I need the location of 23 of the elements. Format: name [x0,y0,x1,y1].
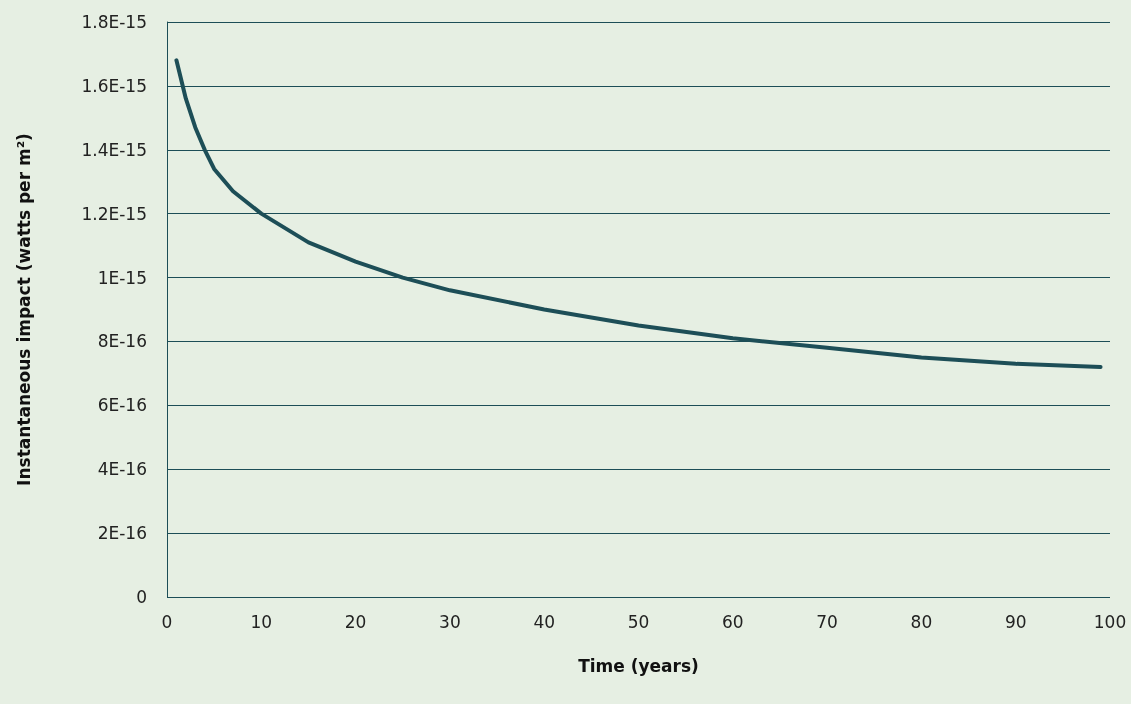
x-tick-label: 0 [161,611,173,632]
x-tick-label: 60 [721,611,744,632]
x-tick-label: 70 [816,611,838,632]
y-tick-label: 0 [136,587,147,607]
x-tick-label: 30 [439,611,461,632]
y-tick-label: 1.2E-15 [81,203,147,224]
y-tick-label: 8E-16 [97,331,147,352]
x-tick-label: 40 [533,611,556,632]
x-tick-label: 80 [910,611,933,632]
x-tick-label: 90 [1004,611,1027,632]
y-tick-label: 4E-16 [97,459,147,480]
y-tick-label: 1.4E-15 [81,139,147,160]
x-tick-label: 100 [1093,611,1127,632]
y-tick-label: 1E-15 [97,267,147,288]
x-tick-label: 50 [627,611,650,632]
x-tick-label: 20 [344,611,367,632]
y-axis-title: Instantaneous impact (watts per m²) [13,133,34,486]
x-tick-label: 10 [250,611,273,632]
y-tick-label: 6E-16 [97,395,147,416]
y-tick-label: 1.8E-15 [81,12,147,32]
y-tick-label: 2E-16 [97,523,147,544]
y-tick-label: 1.6E-15 [81,75,147,96]
x-axis-title: Time (years) [578,655,699,676]
